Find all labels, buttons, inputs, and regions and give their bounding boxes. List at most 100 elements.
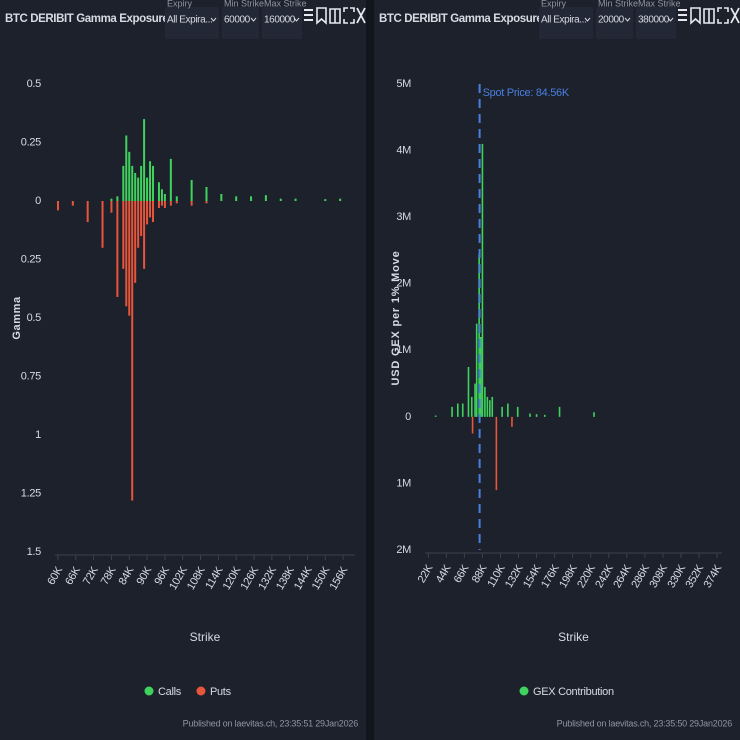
bar	[220, 193, 223, 201]
bar	[279, 198, 282, 201]
bar	[160, 201, 163, 206]
bar	[484, 386, 486, 417]
y-tick-label: 2M	[396, 278, 411, 290]
bar	[294, 198, 297, 201]
dropdown-label: Expiry	[541, 0, 567, 8]
y-axis-title: Gamma	[11, 296, 23, 340]
dropdown-label: Expiry	[167, 0, 193, 8]
bar	[169, 158, 172, 201]
bar	[137, 201, 140, 248]
bar	[474, 383, 476, 417]
bar	[157, 182, 160, 201]
y-tick-label: 0.5	[27, 312, 42, 324]
bar	[146, 177, 149, 201]
bar	[146, 201, 149, 225]
bar	[479, 336, 482, 417]
bar	[163, 193, 166, 201]
close-icon[interactable]	[730, 7, 740, 24]
bar	[451, 406, 453, 417]
menu-icon[interactable]	[678, 9, 687, 21]
legend-label[interactable]: Calls	[158, 686, 182, 698]
bar	[149, 161, 152, 201]
x-axis-title: Strike	[558, 630, 589, 644]
y-tick-label: 0	[405, 411, 411, 423]
dropdown-value: 380000	[638, 15, 670, 26]
dropdown[interactable]	[596, 7, 633, 39]
dropdown-label: Min Strike	[224, 0, 264, 8]
bar	[128, 201, 131, 316]
dropdown-chevron	[624, 17, 631, 22]
bar	[535, 414, 538, 417]
bar	[486, 396, 489, 417]
bar	[152, 165, 155, 201]
bar	[481, 143, 484, 417]
y-tick-label: 1.25	[21, 487, 41, 499]
legend-marker[interactable]	[519, 686, 529, 696]
menu-icon[interactable]	[304, 9, 313, 21]
bar	[134, 172, 137, 201]
bar	[116, 201, 119, 297]
bar	[507, 403, 509, 417]
bar	[86, 201, 89, 223]
book-icon[interactable]	[703, 8, 715, 24]
y-tick-label: 0.25	[21, 136, 41, 148]
bar	[175, 201, 178, 204]
y-tick-label: 3M	[396, 211, 411, 223]
y-tick-label: 0.25	[21, 253, 41, 265]
y-tick-label: 2M	[396, 544, 411, 556]
bar	[457, 403, 459, 417]
bar	[131, 165, 134, 201]
bar	[128, 151, 131, 201]
book-icon[interactable]	[329, 8, 341, 24]
bar	[101, 201, 104, 248]
y-axis-title: USD GEX per 1% Move	[390, 250, 402, 385]
footer: Published on laevitas.ch, 23:35:51 29Jan…	[183, 718, 359, 728]
y-tick-label: 0	[35, 195, 41, 207]
fullscreen-icon[interactable]	[343, 7, 355, 24]
bookmark-icon[interactable]	[316, 7, 327, 25]
dropdown[interactable]	[222, 7, 259, 39]
legend-label[interactable]: Puts	[210, 686, 232, 698]
bar	[163, 201, 166, 209]
legend-marker[interactable]	[196, 686, 206, 696]
y-tick-label: 0.5	[27, 78, 42, 90]
fullscreen-icon[interactable]	[717, 7, 729, 24]
close-icon[interactable]	[356, 7, 366, 24]
bar	[56, 201, 59, 211]
dropdown-chevron	[293, 17, 300, 22]
bar	[131, 201, 134, 501]
bar	[593, 412, 595, 417]
dropdown[interactable]	[539, 7, 593, 39]
bar	[125, 135, 128, 201]
footer: Published on laevitas.ch, 23:35:50 29Jan…	[557, 718, 733, 728]
legend-marker[interactable]	[144, 686, 154, 696]
bar	[470, 396, 473, 417]
y-tick-label: 5M	[396, 78, 411, 90]
bar	[558, 406, 561, 417]
bar	[235, 196, 238, 201]
bar	[134, 201, 137, 283]
dropdown-value: All Expira...	[167, 15, 212, 26]
dropdown-value: 20000	[598, 15, 625, 26]
bar	[110, 198, 113, 201]
legend-label[interactable]: GEX Contribution	[533, 686, 614, 698]
bookmark-icon[interactable]	[690, 7, 701, 25]
bar	[491, 396, 494, 417]
dropdown[interactable]	[262, 7, 302, 39]
bar	[140, 201, 143, 237]
bar	[205, 201, 208, 204]
y-tick-label: 1M	[396, 477, 411, 489]
bar	[152, 201, 155, 223]
bar	[501, 406, 503, 417]
bar	[143, 201, 146, 269]
chart-title: BTC DERIBIT Gamma Exposure All ...	[5, 13, 196, 25]
bar	[190, 179, 193, 201]
bar	[516, 406, 519, 417]
dropdown-label: Max Strike	[264, 0, 307, 8]
y-tick-label: 1M	[396, 344, 411, 356]
dropdown[interactable]	[636, 7, 676, 39]
dropdown[interactable]	[165, 7, 219, 39]
bar	[110, 201, 113, 213]
bar	[475, 323, 478, 417]
